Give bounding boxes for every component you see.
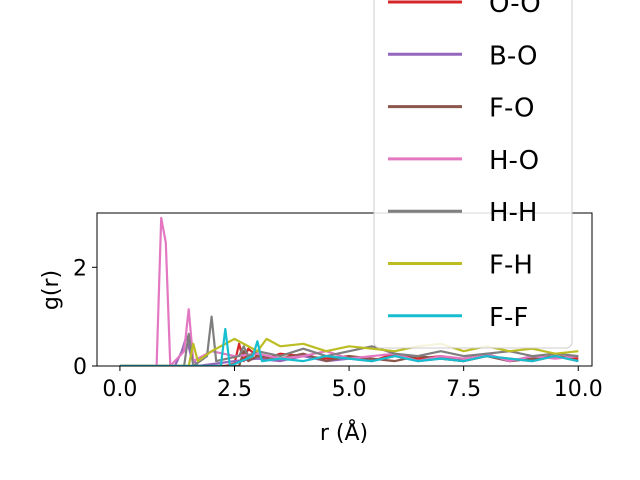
legend-label-h-o: H-O	[489, 146, 539, 176]
legend-label-f-o: F-O	[489, 94, 535, 124]
x-tick-label: 0.0	[102, 377, 137, 402]
plot-frame	[96, 212, 593, 367]
legend-label-o-o: O-O	[489, 0, 541, 19]
series-layer	[119, 216, 579, 366]
series-line-f-f	[119, 327, 579, 366]
series-line-h-h	[119, 315, 579, 366]
legend-label-h-h: H-H	[489, 198, 537, 228]
x-tick-label: 2.5	[217, 377, 252, 402]
x-tick-label: 5.0	[332, 377, 367, 402]
series-line-f-h	[119, 337, 579, 366]
legend-label-b-o: B-O	[489, 41, 537, 71]
y-tick-label: 0	[73, 355, 87, 380]
x-axis: 0.0 2.5 5.0 7.5 10.0	[102, 366, 603, 402]
legend: O-O B-O F-O H-O H-H F-H F-F	[373, 0, 573, 349]
y-tick-label: 2	[73, 256, 87, 281]
legend-box	[373, 0, 573, 349]
y-axis-label: g(r)	[39, 270, 64, 310]
x-tick-label: 7.5	[446, 377, 481, 402]
y-axis: 02	[73, 256, 97, 380]
x-tick-label: 10.0	[554, 377, 603, 402]
legend-label-f-h: F-H	[489, 251, 533, 281]
x-axis-label: r (Å)	[320, 419, 368, 446]
legend-label-f-f: F-F	[489, 303, 528, 333]
